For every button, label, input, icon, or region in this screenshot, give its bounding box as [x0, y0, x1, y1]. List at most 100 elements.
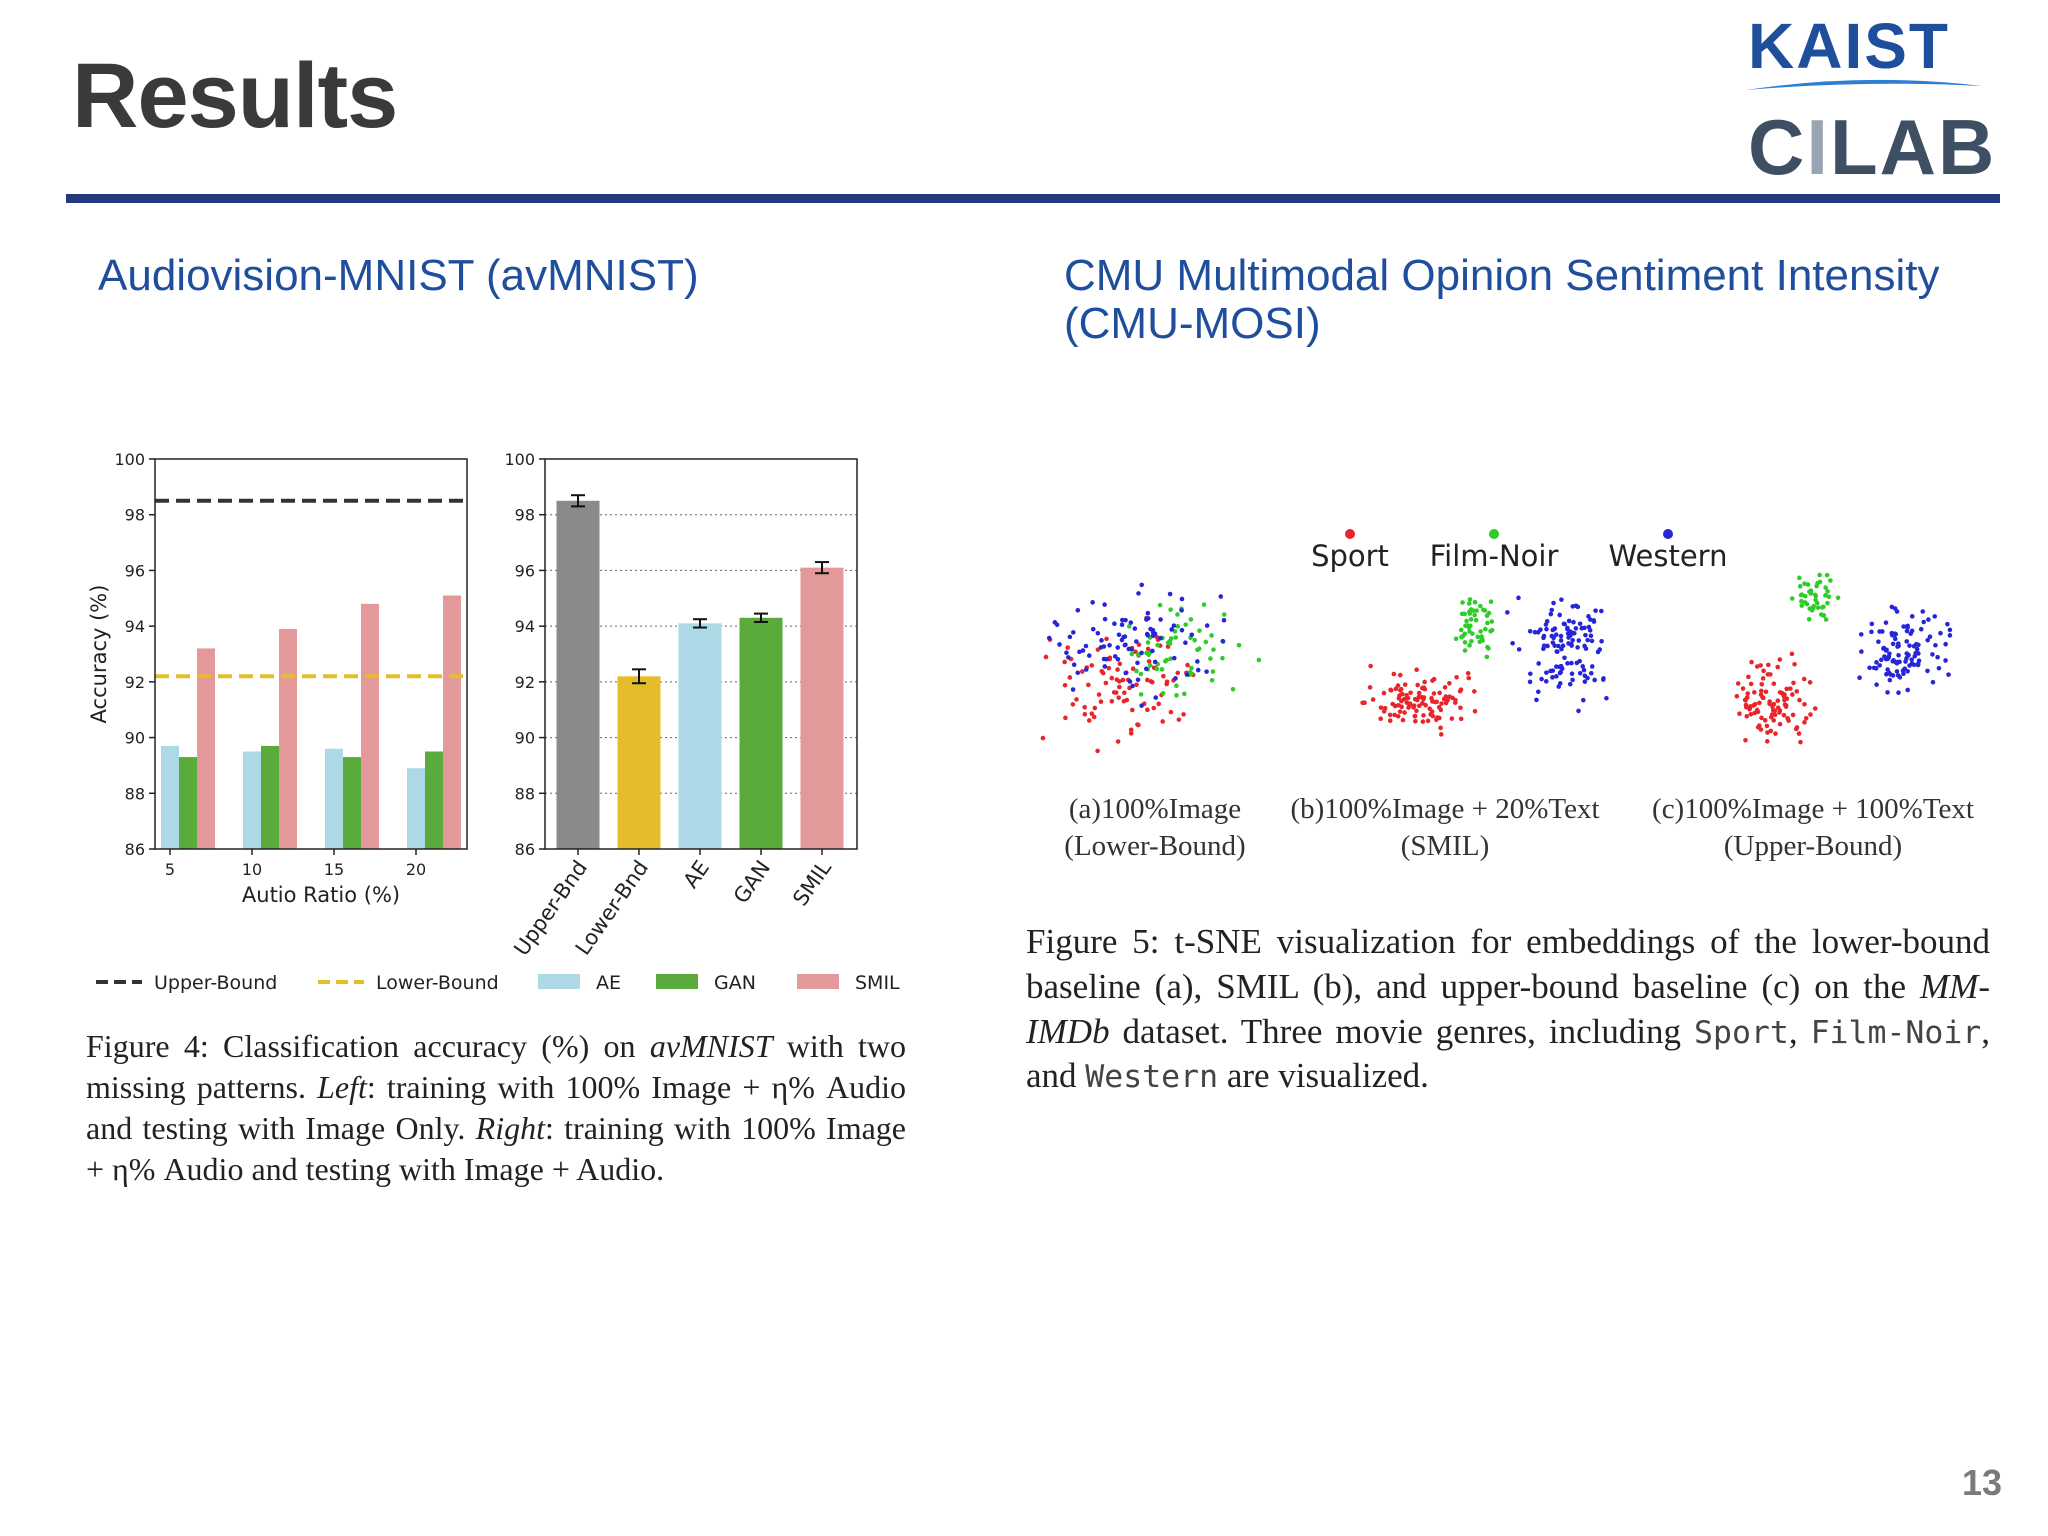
tsne-point: [1748, 711, 1754, 717]
tsne-point: [1480, 638, 1485, 643]
tsne-point: [1932, 614, 1938, 619]
tsne-point: [1916, 642, 1921, 648]
tsne-point: [1462, 611, 1468, 617]
right-section-heading: CMU Multimodal Opinion Sentiment Intensi…: [1064, 251, 1940, 349]
tsne-point: [1748, 681, 1754, 687]
tsne-point: [1070, 630, 1076, 635]
tsne-point: [1573, 626, 1579, 631]
tsne-point: [1550, 640, 1556, 645]
tsne-point: [1437, 690, 1442, 696]
tsne-point: [1575, 645, 1580, 650]
tsne-point: [1128, 731, 1134, 736]
tsne-point: [1825, 600, 1830, 606]
tsne-point: [1393, 686, 1399, 692]
tsne-point: [1204, 669, 1209, 674]
tsne-point: [1096, 692, 1102, 697]
x-tick-label: 5: [165, 860, 175, 879]
tsne-point: [1164, 681, 1169, 687]
tsne-point: [1172, 629, 1178, 634]
tsne-point: [1156, 701, 1162, 707]
tsne-point: [1169, 627, 1175, 632]
tsne-point: [1559, 597, 1564, 602]
legend-label-upper-bound: Upper-Bound: [154, 972, 277, 994]
tsne-point: [1565, 661, 1570, 666]
tsne-point: [1138, 692, 1144, 697]
tsne-point: [1472, 708, 1478, 714]
tsne-point: [1775, 698, 1781, 703]
tsne-point: [1743, 702, 1749, 708]
tsne-point: [1083, 667, 1089, 672]
tsne-point: [1082, 704, 1087, 710]
tsne-point: [1464, 618, 1469, 624]
tsne-point: [1236, 642, 1242, 648]
tsne-point: [1599, 639, 1604, 644]
title-rule: [66, 194, 2000, 203]
tsne-point: [1885, 667, 1890, 672]
tsne-point: [1462, 640, 1468, 645]
tsne-point: [1116, 632, 1122, 638]
tsne-point: [1158, 635, 1163, 641]
tsne-point: [1908, 631, 1914, 636]
tsne-point: [1158, 617, 1163, 622]
tsne-point: [1414, 667, 1419, 673]
tsne-point: [1766, 662, 1771, 668]
tsne-point: [1558, 633, 1564, 639]
tsne-point: [1473, 617, 1479, 623]
tsne-point: [1150, 679, 1155, 685]
tsne-point: [1570, 637, 1575, 643]
tsne-point: [1413, 718, 1418, 724]
tsne-point: [1175, 612, 1180, 617]
tsne-point: [1536, 661, 1541, 666]
tsne-point: [1120, 677, 1126, 683]
tsne-point: [1150, 627, 1156, 633]
tsne-point: [1488, 599, 1494, 604]
tsne-point: [1528, 671, 1533, 677]
tsne-point: [1904, 628, 1910, 634]
tsne-point: [1468, 617, 1474, 622]
tsne-point: [1442, 685, 1448, 690]
y-tick-label: 86: [125, 840, 145, 859]
tsne-point: [1890, 658, 1896, 664]
bar-gan-5: [179, 757, 197, 849]
tsne-point: [1801, 676, 1807, 682]
tsne-point: [1130, 666, 1136, 672]
tsne-point: [1168, 709, 1174, 715]
tsne-point: [1071, 662, 1077, 667]
tsne-point: [1857, 675, 1862, 681]
tsne-point: [1570, 677, 1575, 683]
tsne-point: [1907, 643, 1912, 648]
legend-dot-film-noir: [1489, 529, 1499, 539]
tsne-point: [1569, 671, 1575, 677]
tsne-point: [1179, 627, 1185, 633]
tsne-point: [1807, 606, 1813, 611]
tsne-point: [1788, 686, 1793, 691]
tsne-point: [1782, 692, 1787, 697]
tsne-point: [1566, 618, 1572, 624]
tsne-point: [1447, 681, 1452, 686]
tsne-point: [1751, 703, 1756, 708]
bar-smil: [800, 567, 844, 849]
tsne-point: [1109, 698, 1115, 704]
tsne-point: [1127, 679, 1133, 684]
tsne-point: [1485, 644, 1490, 650]
tsne-point: [1885, 690, 1890, 695]
tsne-point: [1406, 705, 1411, 710]
tsne-point: [1784, 686, 1790, 692]
tsne-point: [1362, 700, 1367, 706]
tsne-point: [1414, 708, 1419, 714]
tsne-point: [1947, 633, 1953, 638]
legend-dot-western: [1663, 529, 1673, 539]
tsne-point: [1828, 578, 1833, 583]
tsne-point: [1896, 690, 1901, 696]
tsne-point: [1453, 697, 1458, 703]
tsne-point: [1759, 715, 1764, 721]
tsne-point: [1412, 713, 1418, 719]
tsne-point: [1904, 651, 1910, 656]
tsne-point: [1122, 634, 1128, 639]
legend-label-sport: Sport: [1311, 539, 1389, 573]
bar-gan-20: [425, 751, 443, 849]
tsne-point: [1398, 686, 1404, 692]
tsne-point: [1589, 664, 1595, 669]
